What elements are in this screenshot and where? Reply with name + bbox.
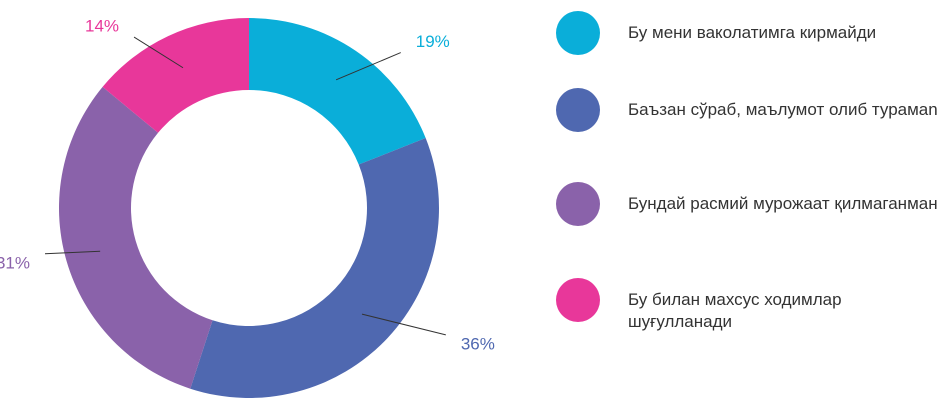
data-label: 19% xyxy=(416,32,450,51)
leader-line xyxy=(361,313,446,336)
legend-label: Бу мени ваколатимга кирмайди xyxy=(628,23,877,42)
legend-label: Баъзан сўраб, маълумот олиб турамаn xyxy=(628,100,938,119)
legend-label: Бундай расмий мурожаат қилмаганман xyxy=(628,194,938,213)
leader-line xyxy=(335,52,401,81)
legend-swatch xyxy=(556,182,600,226)
legend-swatch xyxy=(556,88,600,132)
legend-swatch xyxy=(556,11,600,55)
data-label: 36% xyxy=(461,334,495,353)
donut-segment xyxy=(58,86,213,389)
leader-line xyxy=(133,36,184,69)
donut-segment xyxy=(249,18,426,165)
donut-segment xyxy=(190,138,439,398)
leader-line xyxy=(44,250,101,255)
donut-segment xyxy=(102,17,250,133)
legend-label: Бу билан махсус ходимлар шуғулланади xyxy=(628,290,842,331)
legend-swatch xyxy=(556,278,600,322)
data-label: 14% xyxy=(85,17,119,36)
data-label: 31% xyxy=(0,253,30,272)
